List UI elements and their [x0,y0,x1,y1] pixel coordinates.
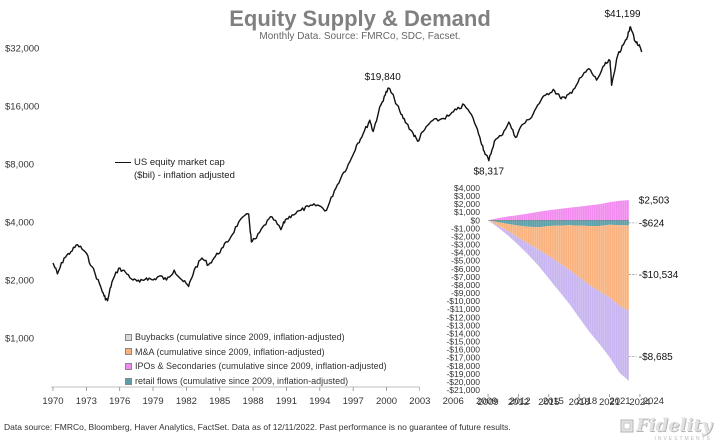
legend-item-buybacks: Buybacks (cumulative since 2009, inflati… [125,330,387,345]
inset-annotation: -$624 [639,218,665,229]
footer-disclaimer: Data source: FMRCo, Bloomberg, Haver Ana… [4,422,511,432]
inset-y-tick-label: -$19,000 [446,369,480,379]
inset-y-tick-label: -$13,000 [446,320,480,330]
x-tick-label: 1970 [42,396,63,407]
x-tick-label: 1985 [209,396,230,407]
buybacks-area [488,220,629,381]
fidelity-logo-icon [620,419,634,432]
y-tick-label: $4,000 [5,218,34,229]
inset-y-tick-label: -$1,000 [451,223,480,233]
legend-label-retail: retail flows (cumulative since 2009, inf… [135,375,349,386]
inset-y-tick-label: -$3,000 [451,240,480,250]
inset-y-tick-label: $0 [471,215,481,225]
market-cap-legend-swatch [115,161,131,164]
x-tick-label: 2006 [443,396,464,407]
market-cap-annotation: $19,840 [365,72,402,83]
market-cap-annotation: $41,199 [604,9,641,20]
y-tick-label: $8,000 [5,160,34,171]
legend-swatch-retail [125,377,132,385]
legend-item-ma: M&A (cumulative since 2009, inflation-ad… [125,345,387,360]
inset-y-tick-label: -$16,000 [446,345,480,355]
inset-y-tick-label: -$18,000 [446,361,480,371]
inset-y-tick-label: -$9,000 [451,288,480,298]
flows-legend: Buybacks (cumulative since 2009, inflati… [125,330,387,388]
inset-y-tick-label: -$12,000 [446,312,480,322]
legend-swatch-ipos [125,362,132,370]
inset-y-tick-label: -$8,000 [451,280,480,290]
x-tick-label: 2024 [643,396,664,407]
x-tick-label: 2000 [376,396,397,407]
inset-x-tick-label: 2024 [629,397,650,408]
market-cap-legend-label: US equity market cap [134,157,225,168]
chart-subtitle: Monthly Data. Source: FMRCo, SDC, Facset… [259,31,461,42]
inset-annotation: -$10,534 [639,270,679,281]
ma-area [488,220,629,311]
legend-label-buybacks: Buybacks (cumulative since 2009, inflati… [135,332,345,342]
inset-x-tick-label: 2018 [569,397,590,408]
x-tick-label: 2012 [509,396,530,407]
inset-x-tick-label: 2015 [538,397,559,408]
legend-item-ipos: IPOs & Secondaries (cumulative since 200… [125,359,387,374]
x-tick-label: 2009 [476,396,497,407]
x-tick-label: 1994 [309,396,330,407]
y-tick-label: $32,000 [5,44,39,55]
market-cap-legend-unit: ($bil) - inflation adjusted [134,170,235,181]
x-tick-label: 2003 [409,396,430,407]
inset-y-tick-label: -$14,000 [446,328,480,338]
y-tick-label: $16,000 [5,102,39,113]
legend-label-ma: M&A (cumulative since 2009, inflation-ad… [135,346,325,357]
retail-area [488,220,629,228]
inset-y-tick-label: -$5,000 [451,256,480,266]
inset-y-tick-label: -$4,000 [451,248,480,258]
fidelity-logo: Fidelity INVESTMENTS [620,415,712,442]
inset-x-tick-label: 2012 [508,397,529,408]
x-tick-label: 1973 [76,396,97,407]
inset-annotation: $2,503 [639,196,670,207]
x-tick-label: 1982 [176,396,197,407]
inset-y-tick-label: -$2,000 [451,231,480,241]
inset-y-tick-label: $2,000 [454,199,480,209]
inset-y-tick-label: -$17,000 [446,353,480,363]
x-tick-label: 1997 [343,396,364,407]
market-cap-legend: US equity market cap ($bil) - inflation … [115,156,235,182]
inset-y-tick-label: -$10,000 [446,296,480,306]
y-tick-label: $1,000 [5,334,34,345]
x-tick-label: 2021 [609,396,630,407]
x-tick-label: 1979 [142,396,163,407]
inset-y-tick-label: $4,000 [454,183,480,193]
fidelity-logo-text: Fidelity [635,415,712,436]
x-tick-label: 2018 [576,396,597,407]
inset-y-tick-label: -$6,000 [451,264,480,274]
inset-y-tick-label: -$11,000 [447,304,480,314]
market-cap-annotation: $8,317 [473,167,504,178]
inset-x-tick-label: 2021 [599,397,620,408]
fidelity-logo-subtext: INVESTMENTS [654,436,712,442]
legend-item-retail: retail flows (cumulative since 2009, inf… [125,374,387,389]
legend-swatch-buybacks [125,333,132,341]
inset-y-tick-label: -$15,000 [446,337,480,347]
x-tick-label: 1991 [276,396,297,407]
inset-y-tick-label: -$21,000 [446,385,480,395]
x-tick-label: 2015 [543,396,564,407]
y-tick-label: $2,000 [5,276,34,287]
market-cap-line [52,26,643,302]
inset-y-tick-label: $1,000 [454,207,480,217]
legend-label-ipos: IPOs & Secondaries (cumulative since 200… [135,361,387,372]
inset-y-tick-label: -$20,000 [446,377,480,387]
x-tick-label: 1976 [109,396,130,407]
chart-title: Equity Supply & Demand [229,6,491,31]
inset-x-tick-label: 2009 [477,397,498,408]
inset-annotation: -$8,685 [639,352,673,363]
ipos-area [488,200,629,221]
x-tick-label: 1988 [243,396,264,407]
legend-swatch-ma [125,348,132,356]
inset-y-tick-label: $3,000 [454,191,480,201]
inset-y-tick-label: -$7,000 [451,272,480,282]
